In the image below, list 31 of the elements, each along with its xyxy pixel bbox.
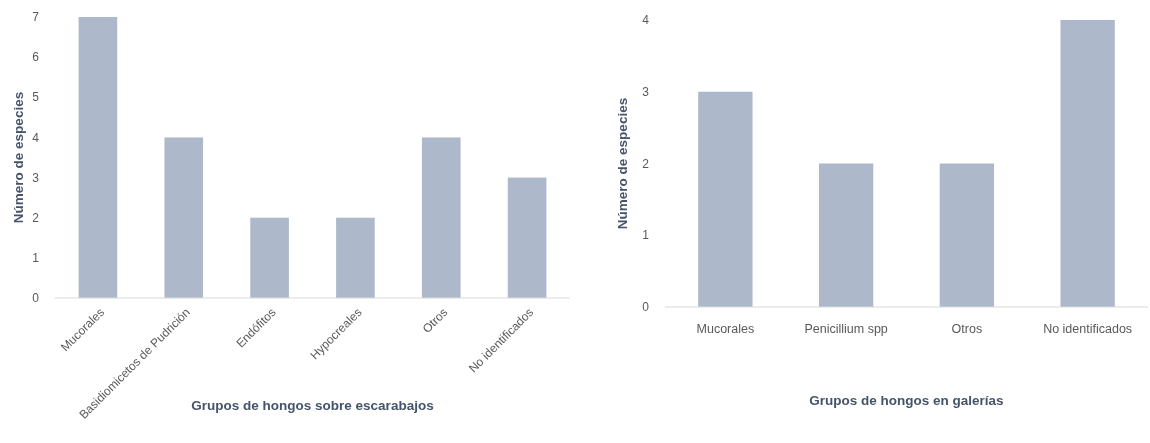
bar [164, 137, 204, 298]
y-axis-title: Número de especies [10, 91, 26, 224]
y-tick-label: 7 [32, 10, 40, 25]
y-tick-label: 4 [32, 130, 40, 145]
y-axis-title: Número de especies [614, 97, 630, 230]
x-tick-label: Mucorales [696, 322, 755, 336]
y-tick-label: 6 [32, 50, 40, 65]
bar [1060, 20, 1115, 307]
y-tick-label: 1 [32, 251, 40, 266]
bar [421, 137, 461, 298]
y-tick-label: 3 [32, 170, 40, 185]
y-tick-label: 0 [642, 300, 650, 315]
y-tick-label: 0 [32, 291, 40, 306]
bar [78, 17, 118, 298]
y-tick-label: 4 [642, 13, 650, 28]
y-tick-label: 5 [32, 90, 40, 105]
bar [698, 91, 753, 307]
x-tick-label: Otros [951, 322, 983, 336]
x-axis-title: Grupos de hongos sobre escarabajos [191, 398, 434, 413]
y-tick-label: 2 [32, 210, 40, 225]
x-tick-label: No identificados [1043, 322, 1133, 336]
y-tick-label: 2 [642, 156, 650, 171]
y-tick-label: 3 [642, 84, 650, 99]
y-tick-label: 1 [642, 228, 650, 243]
bar [336, 217, 375, 298]
bar [250, 217, 289, 298]
x-tick-label: Penicillium spp [804, 322, 888, 336]
bar [939, 163, 995, 307]
bar [507, 177, 547, 298]
x-axis-title: Grupos de hongos en galerías [809, 393, 1004, 408]
bar [818, 163, 874, 307]
